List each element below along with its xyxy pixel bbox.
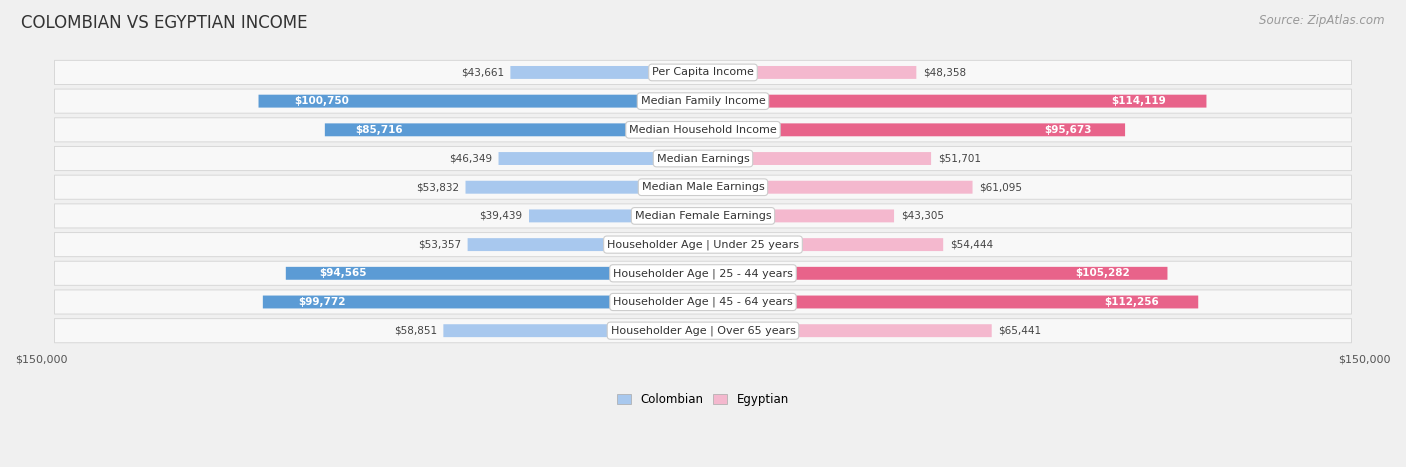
Text: $95,673: $95,673 (1043, 125, 1091, 135)
Text: $54,444: $54,444 (950, 240, 993, 249)
FancyBboxPatch shape (55, 175, 1351, 199)
Text: Per Capita Income: Per Capita Income (652, 67, 754, 78)
FancyBboxPatch shape (263, 296, 703, 308)
FancyBboxPatch shape (55, 147, 1351, 170)
FancyBboxPatch shape (529, 210, 703, 222)
FancyBboxPatch shape (703, 123, 1125, 136)
FancyBboxPatch shape (703, 66, 917, 79)
Text: $46,349: $46,349 (449, 154, 492, 163)
Legend: Colombian, Egyptian: Colombian, Egyptian (613, 388, 793, 410)
Text: Median Earnings: Median Earnings (657, 154, 749, 163)
Text: $43,661: $43,661 (461, 67, 503, 78)
Text: $112,256: $112,256 (1104, 297, 1159, 307)
Text: Householder Age | Over 65 years: Householder Age | Over 65 years (610, 325, 796, 336)
Text: $43,305: $43,305 (901, 211, 943, 221)
FancyBboxPatch shape (55, 318, 1351, 343)
Text: $39,439: $39,439 (479, 211, 523, 221)
FancyBboxPatch shape (499, 152, 703, 165)
FancyBboxPatch shape (55, 204, 1351, 228)
Text: Median Male Earnings: Median Male Earnings (641, 182, 765, 192)
Text: $114,119: $114,119 (1111, 96, 1166, 106)
Text: $100,750: $100,750 (294, 96, 349, 106)
FancyBboxPatch shape (285, 267, 703, 280)
FancyBboxPatch shape (703, 152, 931, 165)
FancyBboxPatch shape (55, 60, 1351, 85)
FancyBboxPatch shape (703, 210, 894, 222)
Text: Median Family Income: Median Family Income (641, 96, 765, 106)
Text: Householder Age | 45 - 64 years: Householder Age | 45 - 64 years (613, 297, 793, 307)
FancyBboxPatch shape (55, 290, 1351, 314)
Text: Median Female Earnings: Median Female Earnings (634, 211, 772, 221)
FancyBboxPatch shape (55, 89, 1351, 113)
Text: COLOMBIAN VS EGYPTIAN INCOME: COLOMBIAN VS EGYPTIAN INCOME (21, 14, 308, 32)
Text: $53,832: $53,832 (416, 182, 458, 192)
FancyBboxPatch shape (55, 261, 1351, 285)
FancyBboxPatch shape (468, 238, 703, 251)
FancyBboxPatch shape (443, 324, 703, 337)
Text: $51,701: $51,701 (938, 154, 981, 163)
Text: $58,851: $58,851 (394, 325, 437, 336)
FancyBboxPatch shape (703, 296, 1198, 308)
Text: Householder Age | 25 - 44 years: Householder Age | 25 - 44 years (613, 268, 793, 278)
FancyBboxPatch shape (703, 181, 973, 194)
FancyBboxPatch shape (510, 66, 703, 79)
FancyBboxPatch shape (703, 324, 991, 337)
FancyBboxPatch shape (703, 238, 943, 251)
Text: Source: ZipAtlas.com: Source: ZipAtlas.com (1260, 14, 1385, 27)
FancyBboxPatch shape (55, 233, 1351, 257)
Text: $53,357: $53,357 (418, 240, 461, 249)
FancyBboxPatch shape (55, 118, 1351, 142)
Text: $94,565: $94,565 (319, 269, 367, 278)
Text: $48,358: $48,358 (922, 67, 966, 78)
Text: Median Household Income: Median Household Income (628, 125, 778, 135)
FancyBboxPatch shape (259, 95, 703, 107)
Text: $85,716: $85,716 (356, 125, 402, 135)
FancyBboxPatch shape (465, 181, 703, 194)
FancyBboxPatch shape (703, 95, 1206, 107)
Text: $65,441: $65,441 (998, 325, 1042, 336)
Text: $105,282: $105,282 (1076, 269, 1130, 278)
Text: $61,095: $61,095 (979, 182, 1022, 192)
FancyBboxPatch shape (325, 123, 703, 136)
Text: $99,772: $99,772 (298, 297, 346, 307)
Text: Householder Age | Under 25 years: Householder Age | Under 25 years (607, 240, 799, 250)
FancyBboxPatch shape (703, 267, 1167, 280)
